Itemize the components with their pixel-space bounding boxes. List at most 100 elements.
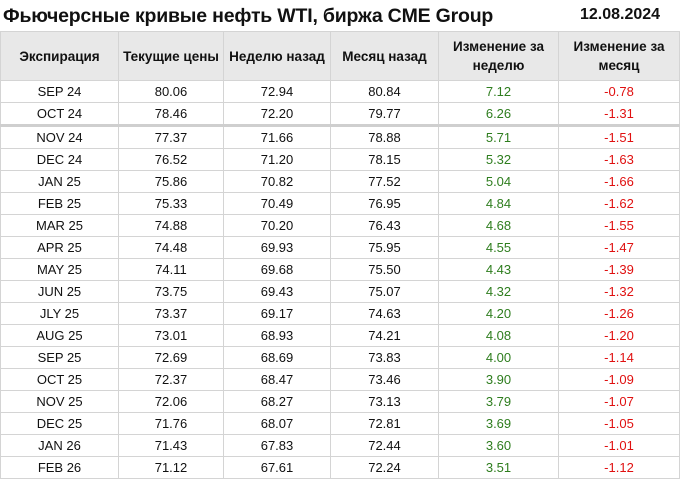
cell-current-price: 78.46: [118, 102, 224, 127]
cell-month-ago: 73.83: [330, 346, 439, 369]
table-row: APR 25 74.48 69.93 75.95 4.55 -1.47: [0, 236, 680, 259]
cell-expiration: OCT 24: [0, 102, 119, 127]
cell-expiration: MAR 25: [0, 214, 119, 237]
cell-expiration: NOV 25: [0, 390, 119, 413]
cell-week-ago: 70.49: [223, 192, 331, 215]
cell-expiration: JAN 26: [0, 434, 119, 457]
table-row: MAR 25 74.88 70.20 76.43 4.68 -1.55: [0, 214, 680, 237]
cell-week-change: 3.79: [438, 390, 559, 413]
table-row: MAY 25 74.11 69.68 75.50 4.43 -1.39: [0, 258, 680, 281]
cell-week-ago: 69.43: [223, 280, 331, 303]
cell-week-ago: 71.20: [223, 148, 331, 171]
cell-week-change: 5.32: [438, 148, 559, 171]
report-date: 12.08.2024: [580, 6, 661, 23]
cell-current-price: 71.43: [118, 434, 224, 457]
cell-month-change: -1.63: [558, 148, 680, 171]
cell-month-change: -1.55: [558, 214, 680, 237]
cell-expiration: SEP 25: [0, 346, 119, 369]
cell-month-change: -1.07: [558, 390, 680, 413]
cell-expiration: JLY 25: [0, 302, 119, 325]
cell-current-price: 77.37: [118, 125, 224, 149]
cell-current-price: 72.37: [118, 368, 224, 391]
cell-current-price: 80.06: [118, 80, 224, 103]
cell-month-ago: 76.43: [330, 214, 439, 237]
table-row: SEP 25 72.69 68.69 73.83 4.00 -1.14: [0, 346, 680, 369]
cell-current-price: 71.76: [118, 412, 224, 435]
cell-month-change: -1.31: [558, 102, 680, 127]
cell-month-ago: 76.95: [330, 192, 439, 215]
cell-month-change: -1.51: [558, 125, 680, 149]
table-row: OCT 24 78.46 72.20 79.77 6.26 -1.31: [0, 102, 680, 127]
cell-week-change: 4.00: [438, 346, 559, 369]
cell-expiration: SEP 24: [0, 80, 119, 103]
header-bar: Фьючерсные кривые нефть WTI, биржа CME G…: [0, 0, 680, 31]
cell-month-change: -1.47: [558, 236, 680, 259]
cell-month-ago: 73.13: [330, 390, 439, 413]
cell-current-price: 74.88: [118, 214, 224, 237]
table-row: FEB 25 75.33 70.49 76.95 4.84 -1.62: [0, 192, 680, 215]
cell-week-change: 4.84: [438, 192, 559, 215]
table-row: JUN 25 73.75 69.43 75.07 4.32 -1.32: [0, 280, 680, 303]
cell-week-ago: 72.20: [223, 102, 331, 127]
cell-expiration: JUN 25: [0, 280, 119, 303]
cell-week-change: 4.08: [438, 324, 559, 347]
table-row: JAN 26 71.43 67.83 72.44 3.60 -1.01: [0, 434, 680, 457]
cell-expiration: MAY 25: [0, 258, 119, 281]
table-row: NOV 25 72.06 68.27 73.13 3.79 -1.07: [0, 390, 680, 413]
table-row: NOV 24 77.37 71.66 78.88 5.71 -1.51: [0, 125, 680, 149]
cell-week-ago: 68.69: [223, 346, 331, 369]
cell-week-ago: 69.17: [223, 302, 331, 325]
cell-current-price: 76.52: [118, 148, 224, 171]
cell-expiration: DEC 25: [0, 412, 119, 435]
table-row: FEB 26 71.12 67.61 72.24 3.51 -1.12: [0, 456, 680, 479]
cell-month-ago: 72.24: [330, 456, 439, 479]
cell-month-change: -1.62: [558, 192, 680, 215]
cell-current-price: 72.06: [118, 390, 224, 413]
cell-month-ago: 78.15: [330, 148, 439, 171]
table-row: JAN 25 75.86 70.82 77.52 5.04 -1.66: [0, 170, 680, 193]
cell-month-ago: 72.81: [330, 412, 439, 435]
table-row: OCT 25 72.37 68.47 73.46 3.90 -1.09: [0, 368, 680, 391]
cell-month-ago: 75.50: [330, 258, 439, 281]
cell-week-ago: 70.82: [223, 170, 331, 193]
col-week-change: Изменение за неделю: [438, 31, 559, 81]
cell-current-price: 75.33: [118, 192, 224, 215]
cell-month-ago: 80.84: [330, 80, 439, 103]
cell-week-ago: 67.83: [223, 434, 331, 457]
cell-week-change: 4.20: [438, 302, 559, 325]
cell-month-change: -1.12: [558, 456, 680, 479]
cell-month-change: -1.66: [558, 170, 680, 193]
cell-current-price: 74.11: [118, 258, 224, 281]
cell-expiration: FEB 25: [0, 192, 119, 215]
cell-month-change: -1.01: [558, 434, 680, 457]
cell-week-change: 4.68: [438, 214, 559, 237]
cell-week-ago: 67.61: [223, 456, 331, 479]
cell-month-change: -1.26: [558, 302, 680, 325]
cell-week-ago: 71.66: [223, 125, 331, 149]
table-row: AUG 25 73.01 68.93 74.21 4.08 -1.20: [0, 324, 680, 347]
cell-week-change: 7.12: [438, 80, 559, 103]
cell-month-ago: 78.88: [330, 125, 439, 149]
cell-month-change: -1.32: [558, 280, 680, 303]
cell-expiration: FEB 26: [0, 456, 119, 479]
cell-expiration: APR 25: [0, 236, 119, 259]
cell-month-ago: 75.95: [330, 236, 439, 259]
futures-table: Экспирация Текущие цены Неделю назад Мес…: [0, 31, 680, 479]
cell-week-ago: 68.07: [223, 412, 331, 435]
cell-month-ago: 73.46: [330, 368, 439, 391]
cell-expiration: OCT 25: [0, 368, 119, 391]
cell-expiration: NOV 24: [0, 125, 119, 149]
cell-week-ago: 69.93: [223, 236, 331, 259]
cell-week-change: 4.32: [438, 280, 559, 303]
cell-week-ago: 70.20: [223, 214, 331, 237]
cell-current-price: 74.48: [118, 236, 224, 259]
cell-week-change: 5.71: [438, 125, 559, 149]
cell-week-change: 4.43: [438, 258, 559, 281]
col-month-ago: Месяц назад: [330, 31, 439, 81]
col-current-price: Текущие цены: [118, 31, 224, 81]
page-title: Фьючерсные кривые нефть WTI, биржа CME G…: [3, 5, 494, 27]
cell-current-price: 75.86: [118, 170, 224, 193]
cell-month-change: -1.39: [558, 258, 680, 281]
cell-week-ago: 69.68: [223, 258, 331, 281]
cell-expiration: DEC 24: [0, 148, 119, 171]
